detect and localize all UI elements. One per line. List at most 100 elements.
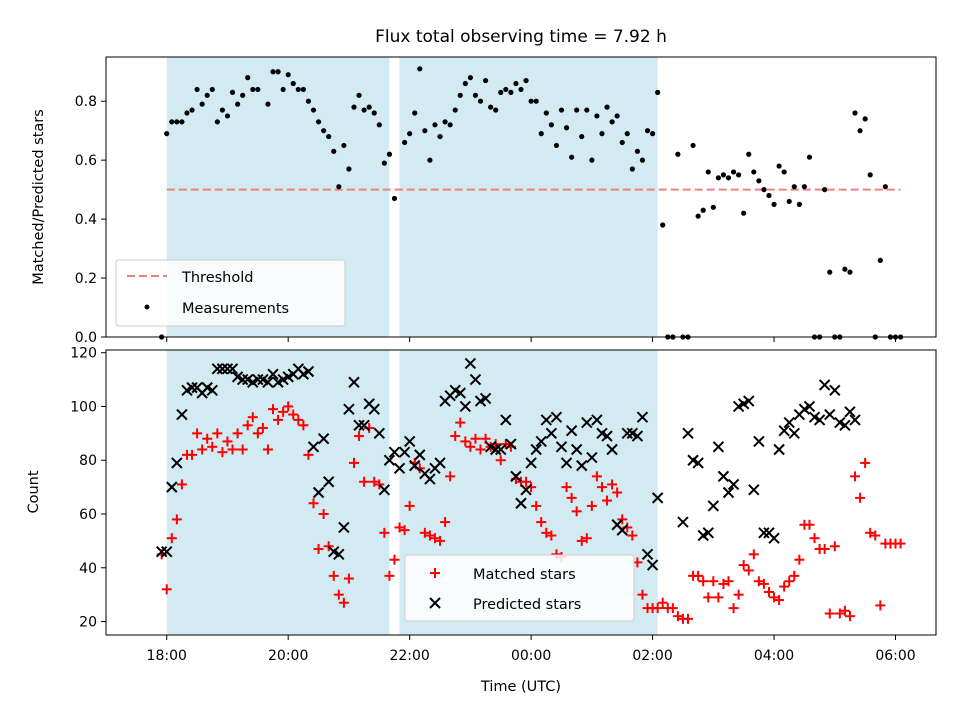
predicted-star-point [333,548,345,561]
y-tick-label: 100 [70,399,97,415]
predicted-star-point [489,443,502,456]
measurement-point [493,107,499,113]
matched-star-point [763,586,774,597]
measurement-point [326,133,332,140]
matched-star-point [657,597,668,608]
matched-star-point [839,605,850,616]
matched-star-point [718,578,729,589]
predicted-star-point [312,486,325,499]
measurement-point [629,166,635,172]
predicted-star-point [530,443,542,456]
observing-window-2 [399,57,658,337]
predicted-star-point [722,486,735,499]
measurement-point [700,207,706,213]
predicted-star-point [221,363,234,375]
matched-star-point [475,444,486,455]
predicted-star-point [464,357,477,370]
measurement-point [240,92,246,98]
predicted-star-point [378,484,391,496]
measurement-point [199,101,205,107]
measurement-point [427,157,433,163]
measurement-point [822,187,828,193]
measurement-point [523,77,529,84]
measurement-point [720,172,727,178]
measurement-point [675,151,681,157]
bottom-xlabel: Time (UTC) [480,679,561,695]
matched-star-point [176,479,187,490]
measurement-point [781,169,787,175]
predicted-star-point [601,430,613,442]
measurement-point [184,110,190,116]
predicted-star-point [717,470,730,483]
matched-star-point [769,592,780,603]
predicted-star-point [368,403,380,415]
predicted-star-point [226,363,239,375]
x-tick-label: 22:00 [389,648,429,664]
measurement-point [432,122,438,128]
predicted-star-point [495,443,507,456]
measurement-point [305,98,312,104]
measurement-point [442,119,448,125]
matched-star-point [895,538,906,549]
measurement-point [847,269,853,275]
predicted-star-point [358,419,370,431]
legend-measurements-label: Measurements [182,301,289,317]
matched-star-point [591,471,602,482]
predicted-star-point [176,408,188,421]
measurement-point [827,269,833,275]
y-tick-label: 0.2 [75,271,97,287]
measurement-point [488,104,494,110]
matched-star-point [637,589,648,600]
matched-star-point [257,422,268,433]
measurement-point [295,86,301,93]
matched-star-point [850,471,861,482]
measurement-point [482,77,489,84]
matched-star-point [521,476,532,487]
measurement-point [644,128,651,134]
matched-star-point [875,600,886,611]
predicted-star-point [844,406,856,418]
matched-star-point [708,576,719,587]
measurement-point [862,116,868,122]
predicted-star-point [616,524,628,536]
top-ylabel: Matched/Predicted stars [31,109,47,285]
predicted-star-point [560,457,573,469]
matched-star-point [313,543,324,554]
top-legend: Threshold Measurements [115,259,346,327]
matched-star-point [379,527,390,538]
matched-star-point [424,530,435,541]
predicted-star-point [307,441,320,453]
matched-star-point [809,533,820,544]
x-tick-label: 06:00 [875,648,915,664]
predicted-star-point [353,419,365,431]
measurement-point [882,184,888,190]
matched-star-point [652,603,663,614]
matched-star-point [571,506,582,517]
measurement-point [462,80,468,87]
matched-star-point [819,543,830,554]
measurement-point [331,148,337,154]
matched-star-point [713,592,724,603]
matched-star-point [298,420,309,431]
measurement-point [751,169,757,175]
measurement-point [857,128,863,134]
bottom-ylabel: Count [26,470,42,513]
matched-star-point [566,492,577,503]
predicted-star-point [758,527,770,539]
predicted-star-point [520,484,532,496]
predicted-star-point [636,411,649,423]
matched-star-point [232,428,243,439]
predicted-star-point [712,441,725,453]
predicted-star-point [262,376,274,388]
matched-star-point [612,487,623,498]
predicted-star-point [322,476,335,488]
predicted-star-point [267,368,279,380]
matched-star-point [333,589,344,600]
measurement-point [614,113,620,119]
measurement-point [417,66,423,72]
matched-star-point [865,527,876,538]
predicted-star-point [166,481,178,493]
measurement-point [655,89,661,95]
matched-star-point [753,576,764,587]
measurement-point [422,128,428,134]
